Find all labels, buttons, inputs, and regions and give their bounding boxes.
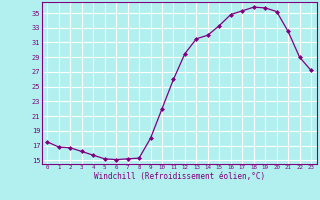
- X-axis label: Windchill (Refroidissement éolien,°C): Windchill (Refroidissement éolien,°C): [94, 172, 265, 181]
